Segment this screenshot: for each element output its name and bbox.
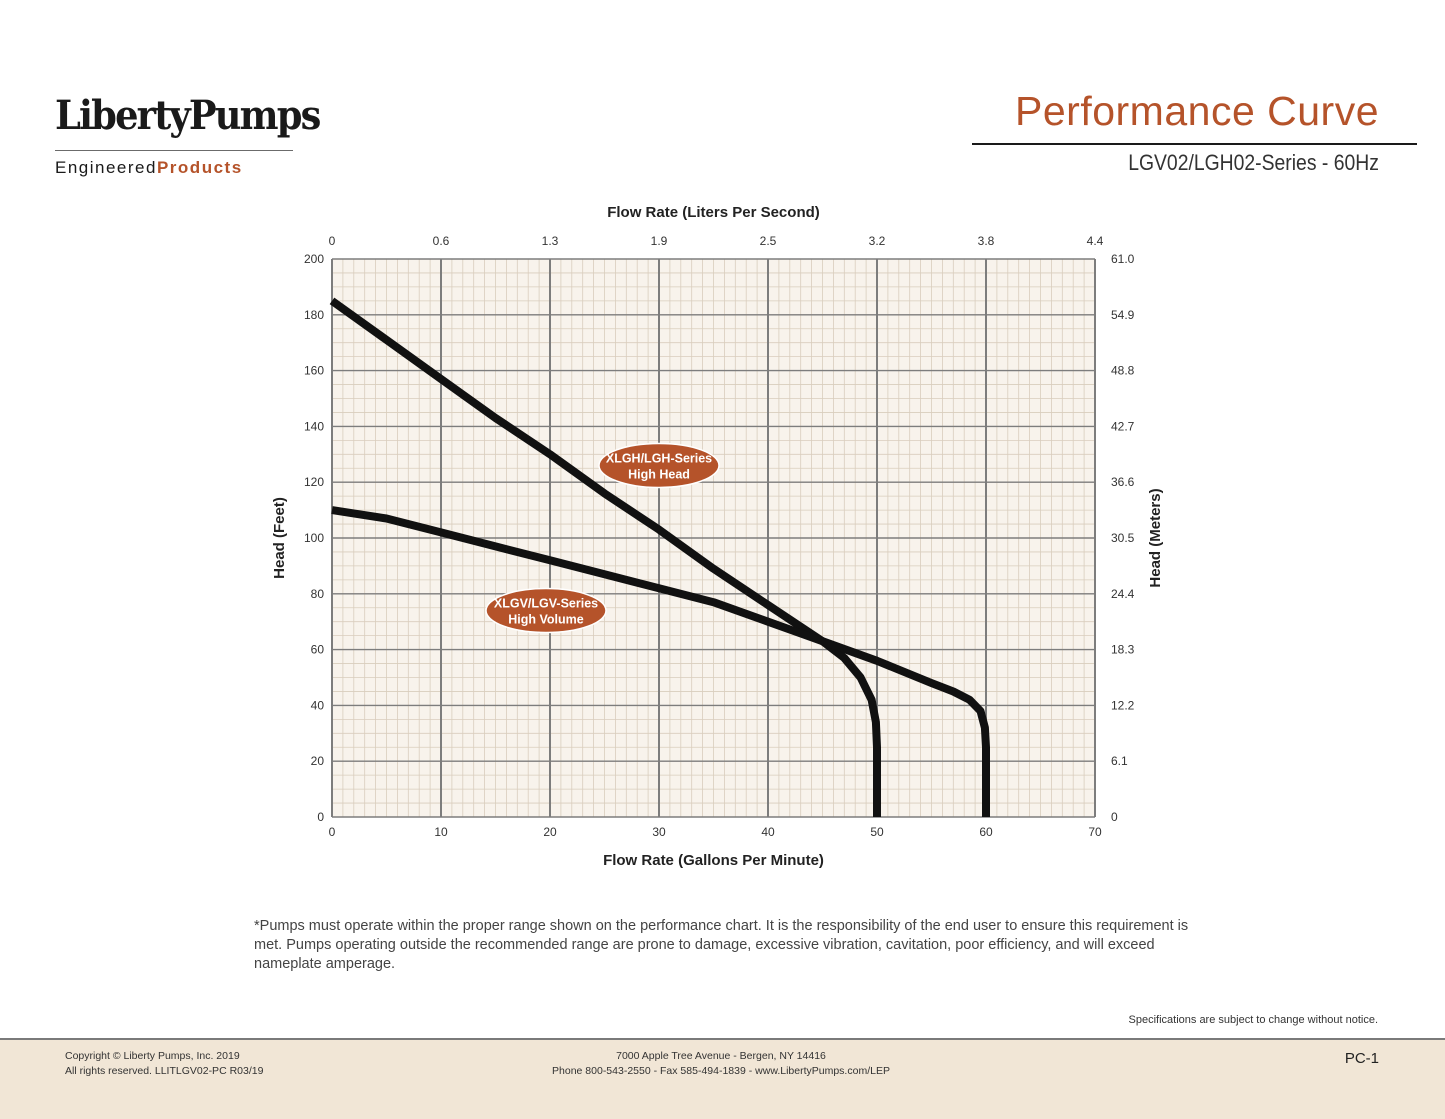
y-tick-label: 180	[304, 308, 324, 322]
x-axis-title: Flow Rate (Gallons Per Minute)	[603, 852, 824, 869]
y-tick-label: 0	[317, 810, 324, 824]
y2-tick-label: 36.6	[1111, 475, 1135, 489]
x2-axis-title: Flow Rate (Liters Per Second)	[607, 204, 820, 221]
footer-contact: Phone 800-543-2550 - Fax 585-494-1839 - …	[552, 1065, 890, 1077]
x2-tick-label: 3.2	[869, 234, 886, 248]
y2-tick-label: 54.9	[1111, 308, 1135, 322]
x2-tick-label: 1.9	[651, 234, 668, 248]
y2-tick-label: 48.8	[1111, 364, 1135, 378]
y-tick-label: 60	[311, 643, 325, 657]
series-line-2	[331, 506, 990, 817]
y2-axis-title: Head (Meters)	[1147, 488, 1164, 587]
y2-tick-label: 24.4	[1111, 587, 1135, 601]
y-tick-label: 20	[311, 754, 325, 768]
logo-subtitle-accent: Products	[156, 158, 243, 177]
series-label-subtitle: High Volume	[508, 613, 584, 627]
y-tick-label: 140	[304, 419, 324, 433]
title-divider	[972, 143, 1417, 145]
y-tick-label: 100	[304, 531, 324, 545]
page-title: Performance Curve	[1015, 88, 1379, 134]
x2-tick-label: 0	[329, 234, 336, 248]
page-number: PC-1	[1344, 1050, 1379, 1067]
y2-tick-label: 0	[1111, 810, 1118, 824]
series-labels: XLGH/LGH-Series High Head XLGV/LGV-Series H…	[485, 442, 720, 634]
series-label-1: XLGH/LGH-Series High Head	[598, 442, 720, 489]
series-label-name: XLGH/LGH-Series	[606, 451, 712, 465]
series-line-1	[329, 297, 881, 817]
x-tick-label: 10	[434, 825, 448, 839]
x2-tick-label: 0.6	[433, 234, 450, 248]
y-tick-label: 80	[311, 587, 325, 601]
y-axis-title: Head (Feet)	[271, 497, 288, 579]
y-tick-label: 160	[304, 364, 324, 378]
series-label-badge	[485, 587, 607, 634]
y2-tick-label: 18.3	[1111, 643, 1135, 657]
y2-tick-label: 30.5	[1111, 531, 1135, 545]
y2-tick-label: 61.0	[1111, 252, 1135, 266]
x-tick-label: 20	[543, 825, 557, 839]
y-tick-label: 40	[311, 698, 325, 712]
spec-note: Specifications are subject to change wit…	[1128, 1014, 1378, 1026]
footer-copyright: Copyright © Liberty Pumps, Inc. 2019	[65, 1050, 240, 1062]
footer-address-block: 7000 Apple Tree Avenue - Bergen, NY 1441…	[470, 1049, 972, 1079]
series-label-subtitle: High Head	[628, 467, 690, 481]
x2-tick-label: 4.4	[1087, 234, 1104, 248]
footnote: *Pumps must operate within the proper ra…	[254, 918, 1189, 972]
x-tick-label: 50	[870, 825, 884, 839]
x-tick-label: 60	[979, 825, 993, 839]
brand-logo: LibertyPumps	[55, 92, 321, 139]
x2-tick-label: 3.8	[978, 234, 995, 248]
footer-address: 7000 Apple Tree Avenue - Bergen, NY 1441…	[616, 1050, 826, 1062]
logo-divider	[55, 150, 293, 151]
y2-tick-label: 6.1	[1111, 754, 1128, 768]
x-tick-label: 30	[652, 825, 666, 839]
series-label-2: XLGV/LGV-Series High Volume	[485, 587, 607, 634]
series-label-name: XLGV/LGV-Series	[494, 597, 598, 611]
curves	[329, 297, 990, 817]
y-tick-label: 200	[304, 252, 324, 266]
x2-tick-label: 1.3	[542, 234, 559, 248]
x-tick-label: 70	[1088, 825, 1102, 839]
y2-tick-label: 42.7	[1111, 419, 1135, 433]
tick-labels: 0 10 20 30 40 50 60 70 0 0.6 1.3 1.9 2.5 3.2 3.8 4.4 0 20…	[304, 234, 1135, 839]
footer-rights: All rights reserved. LLITLGV02-PC R03/19	[65, 1065, 264, 1077]
y-tick-label: 120	[304, 475, 324, 489]
page-subtitle: LGV02/LGH02-Series - 60Hz	[1128, 150, 1379, 175]
logo-subtitle-plain: Engineered	[55, 158, 157, 177]
logo-subtitle: EngineeredProducts	[55, 158, 243, 178]
footer-copyright-block: Copyright © Liberty Pumps, Inc. 2019 All…	[65, 1049, 263, 1079]
y2-tick-label: 12.2	[1111, 698, 1135, 712]
x2-tick-label: 2.5	[760, 234, 777, 248]
x-tick-label: 40	[761, 825, 775, 839]
footer: Copyright © Liberty Pumps, Inc. 2019 All…	[0, 1038, 1445, 1119]
series-label-badge	[598, 442, 720, 489]
x-tick-label: 0	[329, 825, 336, 839]
performance-chart: XLGH/LGH-Series High Head XLGV/LGV-Series H…	[271, 204, 1164, 869]
